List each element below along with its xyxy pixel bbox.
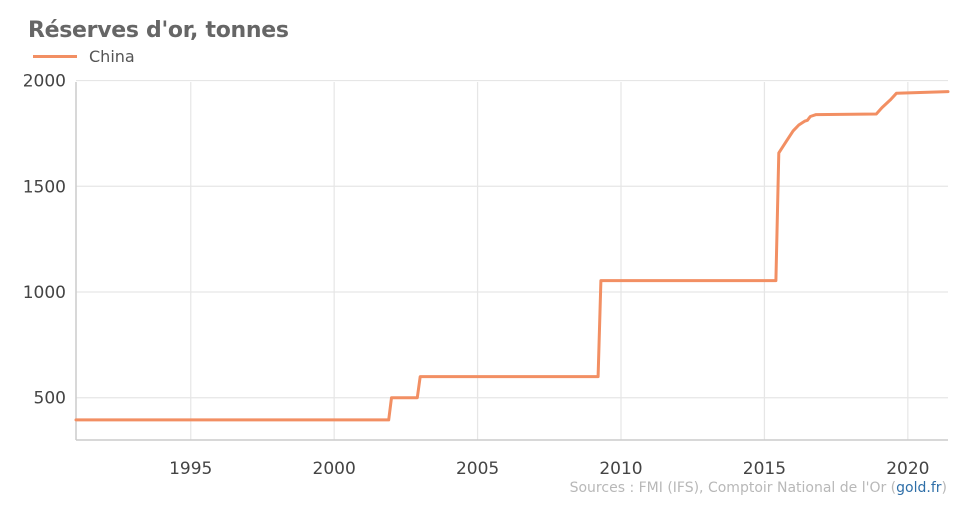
series-line-china bbox=[74, 90, 950, 422]
chart-title: Réserves d'or, tonnes bbox=[28, 18, 289, 43]
x-tick-label: 1995 bbox=[169, 459, 212, 479]
x-tick-label: 2010 bbox=[599, 459, 642, 479]
y-tick-label: 2000 bbox=[23, 72, 66, 92]
source-text: Sources : FMI (IFS), Comptoir National d… bbox=[569, 480, 897, 496]
x-tick-label: 2015 bbox=[743, 459, 786, 479]
axis-layer bbox=[75, 82, 948, 441]
source-suffix: ) bbox=[941, 480, 947, 496]
grid-layer bbox=[76, 79, 948, 440]
y-tick-label: 500 bbox=[34, 389, 66, 409]
x-tick-label: 2005 bbox=[456, 459, 499, 479]
y-tick-label: 1000 bbox=[23, 283, 66, 303]
tick-labels: 500 1000 1500 2000 1995 2000 2005 2010 2015 2020 bbox=[23, 72, 930, 479]
source-note: Sources : FMI (IFS), Comptoir National d… bbox=[570, 480, 947, 496]
chart-legend: China bbox=[33, 47, 135, 66]
series-layer bbox=[74, 90, 950, 422]
legend-label: China bbox=[89, 47, 135, 66]
x-tick-label: 2000 bbox=[313, 459, 356, 479]
source-link[interactable]: gold.fr bbox=[896, 480, 942, 496]
x-tick-label: 2020 bbox=[886, 459, 929, 479]
y-tick-label: 1500 bbox=[23, 177, 66, 197]
legend-swatch bbox=[33, 55, 77, 58]
